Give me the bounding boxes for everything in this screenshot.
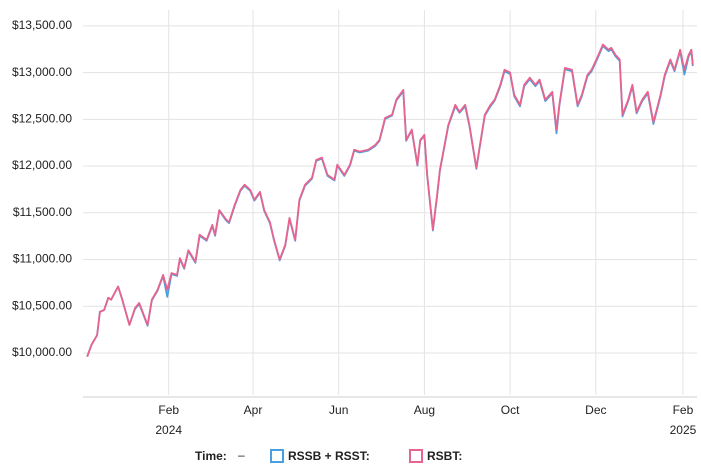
x-tick-label: Feb: [158, 403, 179, 417]
legend-swatch: [409, 449, 423, 463]
y-tick-label: $12,000.00: [12, 158, 72, 172]
x-tick-label: Apr: [244, 403, 263, 417]
y-tick-label: $10,500.00: [12, 298, 72, 312]
y-tick-label: $10,000.00: [12, 345, 72, 359]
x-tick-year: 2024: [155, 423, 182, 437]
x-tick-label: Aug: [414, 403, 435, 417]
series-line: [86, 43, 694, 358]
x-tick-label: Feb: [673, 403, 694, 417]
y-tick-label: $13,500.00: [12, 18, 72, 32]
y-tick-label: $12,500.00: [12, 112, 72, 126]
legend-entry: RSBT:: [427, 449, 462, 463]
legend-value: –: [238, 448, 245, 462]
y-tick-label: $11,000.00: [13, 252, 72, 266]
x-tick-label: Jun: [329, 403, 348, 417]
y-tick-label: $11,500.00: [13, 205, 72, 219]
x-tick-year: 2025: [670, 423, 697, 437]
legend-entry: RSSB + RSST:: [288, 449, 370, 463]
x-tick-label: Dec: [585, 403, 606, 417]
legend-swatch: [270, 449, 284, 463]
legend-label: Time:: [195, 449, 227, 463]
series-line: [86, 45, 694, 358]
y-tick-label: $13,000.00: [12, 65, 72, 79]
x-tick-label: Oct: [501, 403, 520, 417]
